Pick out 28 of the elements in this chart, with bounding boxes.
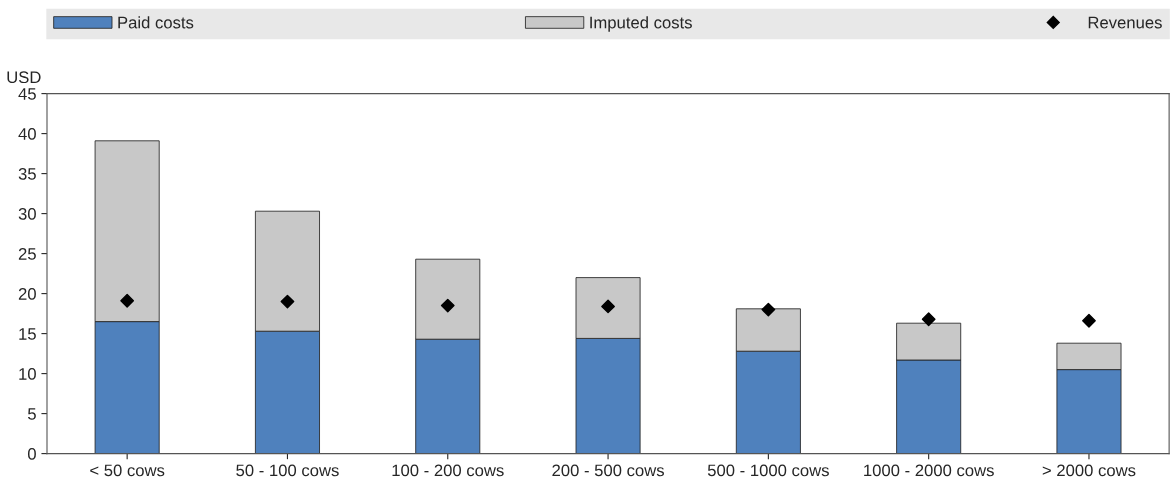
y-tick-label: 15 — [19, 328, 36, 340]
x-tick-label: > 2000 cows — [1042, 464, 1136, 477]
y-tick-label: 0 — [27, 448, 36, 460]
point — [120, 293, 135, 308]
y-tick-label: 25 — [18, 248, 36, 260]
y-tick-label: 30 — [18, 208, 36, 220]
x-tick-label: 200 - 500 cows — [552, 464, 664, 477]
y-tick-label: 10 — [19, 368, 36, 380]
legend-label: Paid costs — [118, 16, 194, 29]
y-tick-label: 5 — [27, 408, 36, 420]
y-axis-title: USD — [7, 71, 41, 84]
point — [1082, 313, 1096, 328]
y-tick-label: 20 — [18, 288, 36, 300]
x-tick-label: 50 - 100 cows — [236, 464, 339, 477]
point — [601, 299, 615, 314]
x-tick-label: < 50 cows — [90, 464, 165, 477]
x-tick-label: 1000 - 2000 cows — [864, 464, 994, 477]
point — [280, 294, 295, 309]
y-tick-label: 40 — [18, 128, 36, 140]
x-tick-label: 100 - 200 cows — [392, 464, 504, 477]
x-tick-label: 500 - 1000 cows — [707, 464, 829, 477]
point — [761, 302, 776, 317]
point — [440, 298, 455, 313]
legend-label: Imputed costs — [590, 16, 692, 32]
legend-label: Revenues — [1088, 16, 1162, 29]
y-tick-label: 35 — [18, 168, 36, 180]
y-tick-label: 45 — [18, 88, 36, 100]
point — [921, 312, 936, 327]
